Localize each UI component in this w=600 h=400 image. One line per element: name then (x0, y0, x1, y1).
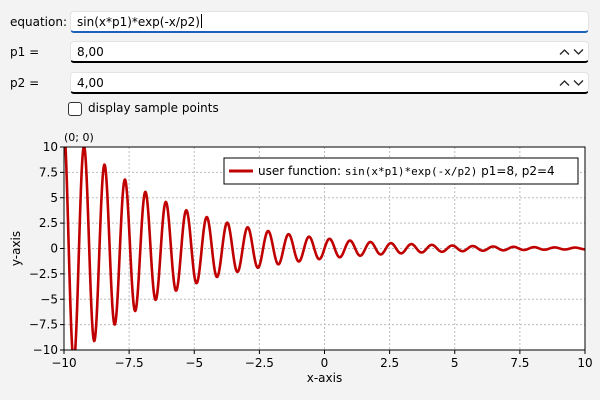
x-tick-label: 7.5 (510, 356, 529, 370)
display-sample-points-label: display sample points (88, 101, 219, 115)
coordinate-readout: (0; 0) (64, 131, 94, 144)
x-tick-label: −7.5 (115, 356, 144, 370)
legend-formula: sin(x*p1)*exp(-x/p2) (345, 165, 477, 178)
x-tick-label: 0 (321, 356, 329, 370)
display-sample-points-checkbox[interactable] (68, 102, 82, 116)
x-tick-label: 10 (577, 356, 592, 370)
equation-input[interactable]: sin(x*p1)*exp(-x/p2) (70, 11, 589, 33)
spin-down-icon[interactable] (573, 48, 584, 56)
legend-params: p1=8, p2=4 (481, 164, 555, 178)
p2-spinbox[interactable]: 4,00 (70, 72, 589, 94)
y-tick-label: −10 (33, 343, 58, 357)
x-tick-label: −5 (185, 356, 203, 370)
chart-legend: user function: sin(x*p1)*exp(-x/p2) p1=8… (224, 158, 578, 184)
p2-label: p2 = (10, 76, 39, 90)
y-tick-label: 7.5 (39, 165, 58, 179)
y-tick-label: 2.5 (39, 216, 58, 230)
equation-label: equation: (10, 15, 67, 29)
function-plot[interactable]: (0; 0) −10 −7.5 −5 −2.5 0 2.5 5 7.5 10 10 7.5 5 2.5 0… (0, 130, 600, 400)
x-tick-label: −2.5 (245, 356, 274, 370)
spin-up-icon[interactable] (559, 48, 570, 56)
p1-value: 8,00 (77, 42, 104, 62)
x-tick-label: 2.5 (380, 356, 399, 370)
x-axis-label: x-axis (307, 371, 342, 385)
p1-label: p1 = (10, 45, 39, 59)
p1-spinbox[interactable]: 8,00 (70, 41, 589, 63)
x-tick-label: 5 (451, 356, 459, 370)
y-tick-label: −2.5 (29, 267, 58, 281)
legend-prefix: user function: (258, 164, 341, 178)
text-cursor (201, 14, 202, 28)
x-tick-label: −10 (51, 356, 76, 370)
p2-value: 4,00 (77, 73, 104, 93)
y-tick-label: −5 (40, 292, 58, 306)
y-tick-label: 5 (50, 191, 58, 205)
y-tick-label: 10 (43, 140, 58, 154)
legend-entry: user function: sin(x*p1)*exp(-x/p2) p1=8… (258, 164, 555, 178)
spin-down-icon[interactable] (573, 79, 584, 87)
y-tick-label: −7.5 (29, 318, 58, 332)
y-tick-label: 0 (50, 242, 58, 256)
equation-input-value: sin(x*p1)*exp(-x/p2) (77, 12, 200, 32)
y-axis-label: y-axis (9, 231, 23, 266)
spin-up-icon[interactable] (559, 79, 570, 87)
